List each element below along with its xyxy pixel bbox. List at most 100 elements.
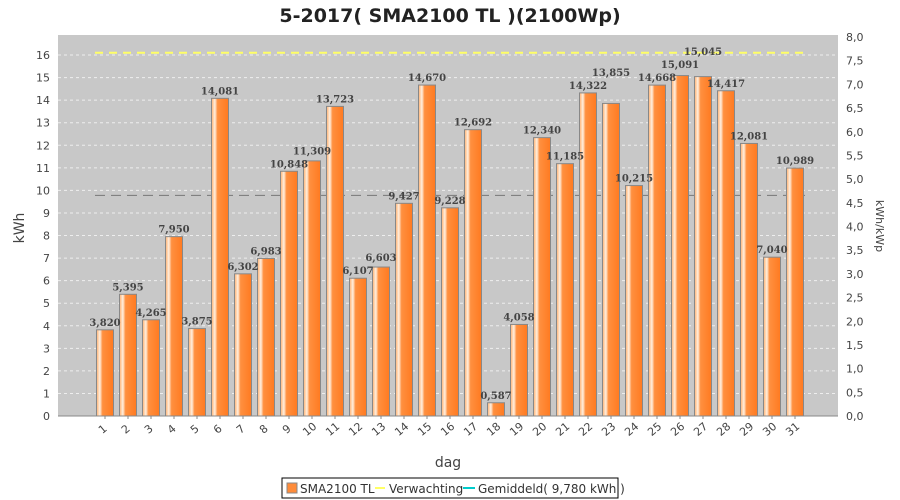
x-tick-label: 16 [438, 420, 457, 439]
bar [303, 160, 321, 417]
x-tick-label: 20 [530, 420, 549, 439]
legend: SMA2100 TL Verwachting Gemiddeld( 9,780 … [281, 477, 625, 499]
x-tick-label: 1 [96, 422, 110, 436]
y-tick-label: 9 [43, 207, 50, 220]
data-label: 13,723 [316, 94, 354, 105]
data-label: 15,091 [661, 60, 699, 71]
bar [257, 257, 275, 417]
y-tick-label: 16 [36, 49, 50, 62]
bar [280, 170, 298, 417]
x-tick-label: 17 [461, 420, 480, 439]
y-tick-label: 3 [43, 342, 50, 355]
data-label: 6,302 [227, 262, 258, 273]
bar [96, 329, 114, 417]
x-tick-label: 13 [369, 420, 388, 439]
data-label: 5,395 [112, 282, 143, 293]
x-tick-label: 19 [507, 420, 526, 439]
data-label: 14,670 [408, 73, 446, 84]
data-label: 3,875 [181, 317, 212, 328]
data-label: 11,185 [546, 152, 584, 163]
data-label: 13,855 [592, 68, 630, 79]
y2-tick-label: 5,0 [846, 173, 864, 186]
bar [533, 137, 551, 417]
x-tick-label: 25 [645, 420, 664, 439]
y2-tick-label: 1,5 [846, 339, 864, 352]
data-label: 14,668 [638, 73, 676, 84]
data-label: 11,309 [293, 146, 331, 157]
y2-tick-label: 3,0 [846, 268, 864, 281]
x-tick-label: 28 [714, 420, 733, 439]
x-tick-label: 12 [346, 420, 365, 439]
x-tick-label: 29 [737, 420, 756, 439]
x-tick-label: 5 [188, 422, 202, 436]
data-label: 10,848 [270, 159, 308, 170]
x-tick-label: 14 [392, 420, 411, 439]
y2-tick-label: 6,5 [846, 102, 864, 115]
data-label: 10,989 [776, 156, 814, 167]
y2-tick-label: 4,0 [846, 221, 864, 234]
legend-avg: Gemiddeld( 9,780 kWh ) [478, 482, 625, 496]
x-tick-label: 4 [165, 422, 179, 436]
y-axis-label: kWh [12, 213, 28, 244]
x-tick-label: 18 [484, 420, 503, 439]
y2-tick-label: 2,0 [846, 315, 864, 328]
bar [418, 84, 436, 417]
y-tick-label: 5 [43, 297, 50, 310]
y2-tick-label: 4,5 [846, 197, 864, 210]
data-label: 0,587 [480, 391, 511, 402]
data-label: 9,427 [388, 191, 419, 202]
legend-expect: Verwachting [389, 482, 463, 496]
y2-tick-label: 5,5 [846, 149, 864, 162]
x-tick-label: 22 [576, 420, 595, 439]
data-label: 3,820 [89, 318, 120, 329]
bar [763, 256, 781, 417]
x-tick-label: 23 [599, 420, 618, 439]
bar [740, 142, 758, 417]
y-tick-label: 11 [36, 162, 50, 175]
y-tick-label: 8 [43, 230, 50, 243]
bar [211, 97, 229, 417]
bar [372, 266, 390, 417]
x-tick-label: 26 [668, 420, 687, 439]
x-tick-label: 15 [415, 420, 434, 439]
x-tick-label: 31 [783, 420, 802, 439]
bar [579, 92, 597, 417]
legend-swatch-sma [286, 482, 298, 494]
bar [395, 202, 413, 417]
x-tick-label: 2 [119, 422, 133, 436]
data-label: 12,081 [730, 131, 768, 142]
y-tick-label: 6 [43, 275, 50, 288]
data-label: 15,045 [684, 47, 722, 58]
data-label: 14,417 [707, 79, 745, 90]
y2-tick-label: 8,0 [846, 31, 864, 44]
bar [441, 207, 459, 417]
data-label: 6,107 [342, 266, 373, 277]
y-tick-label: 7 [43, 252, 50, 265]
y2-axis-label: kWh/kWp [873, 200, 886, 252]
x-tick-label: 6 [211, 422, 225, 436]
y-tick-label: 0 [43, 410, 50, 423]
y2-tick-label: 7,5 [846, 55, 864, 68]
y2-tick-label: 3,5 [846, 244, 864, 257]
bar [648, 84, 666, 417]
data-label: 7,040 [756, 245, 787, 256]
data-label: 10,215 [615, 174, 653, 185]
data-label: 7,950 [158, 225, 189, 236]
y2-tick-label: 2,5 [846, 292, 864, 305]
bar [165, 236, 183, 417]
y-tick-label: 1 [43, 387, 50, 400]
y2-tick-label: 7,0 [846, 78, 864, 91]
x-axis-label: dag [435, 455, 461, 471]
y-tick-label: 14 [36, 94, 50, 107]
x-tick-label: 21 [553, 420, 572, 439]
bar [142, 319, 160, 417]
y2-tick-label: 0,0 [846, 410, 864, 423]
bar [349, 277, 367, 417]
y2-tick-label: 6,0 [846, 126, 864, 139]
x-tick-label: 10 [300, 420, 319, 439]
y-tick-label: 2 [43, 365, 50, 378]
x-tick-label: 8 [257, 422, 271, 436]
data-label: 6,983 [250, 246, 281, 257]
data-label: 4,058 [503, 312, 534, 323]
